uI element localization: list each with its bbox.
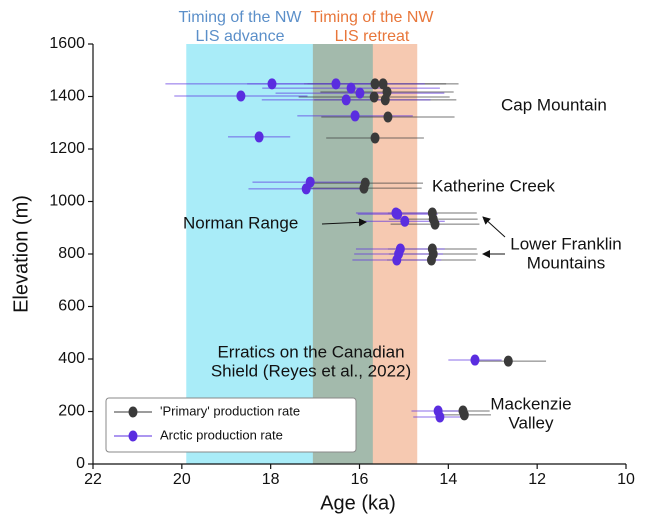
point	[350, 110, 360, 122]
y-tick-label: 600	[58, 298, 85, 315]
point	[470, 354, 480, 366]
y-tick-label: 1600	[49, 35, 85, 52]
region-label: LIS retreat	[335, 28, 410, 45]
point	[459, 409, 469, 421]
point	[393, 208, 403, 220]
arrow	[321, 218, 367, 227]
x-tick-label: 18	[262, 471, 280, 488]
region-label: Timing of the NW	[311, 9, 435, 26]
point	[435, 411, 445, 423]
x-tick-label: 16	[351, 471, 369, 488]
annotation: Norman Range	[183, 213, 298, 232]
legend: 'Primary' production rate Arctic producti…	[105, 397, 357, 453]
point	[370, 132, 380, 144]
point	[383, 111, 393, 123]
y-tick-label: 400	[58, 350, 85, 367]
point	[370, 78, 380, 90]
annotation: Valley	[508, 413, 554, 432]
x-tick-label: 14	[439, 471, 457, 488]
point	[378, 78, 388, 90]
y-tick-label: 1400	[49, 88, 85, 105]
y-tick-label: 1000	[49, 193, 85, 210]
annotation: Lower Franklin	[510, 234, 622, 253]
annotation: Mountains	[527, 253, 605, 272]
x-tick-label: 22	[84, 471, 102, 488]
annotation: Erratics on the Canadian	[217, 342, 404, 361]
legend-box	[105, 397, 357, 453]
point	[267, 78, 277, 90]
point	[341, 94, 351, 106]
legend-label: 'Primary' production rate	[160, 403, 300, 418]
y-tick-label: 800	[58, 245, 85, 262]
legend-label: Arctic production rate	[160, 427, 283, 442]
x-tick-label: 10	[617, 471, 635, 488]
point	[380, 94, 390, 106]
point	[426, 254, 436, 266]
y-tick-label: 200	[58, 403, 85, 420]
point	[430, 218, 440, 230]
x-tick-label: 12	[528, 471, 546, 488]
x-axis-label: Age (ka)	[320, 492, 396, 514]
annotation: Katherine Creek	[432, 176, 555, 195]
point	[392, 254, 402, 266]
y-tick-label: 1200	[49, 140, 85, 157]
point	[331, 78, 341, 90]
point	[254, 131, 264, 143]
arrow	[482, 216, 506, 238]
legend-marker	[128, 406, 138, 418]
x-tick-label: 20	[173, 471, 191, 488]
point	[400, 215, 410, 227]
annotation: Shield (Reyes et al., 2022)	[211, 361, 411, 380]
region-label: LIS advance	[196, 28, 285, 45]
legend-marker	[128, 430, 138, 442]
annotation: Cap Mountain	[501, 95, 607, 114]
point	[346, 82, 356, 94]
region-label: Timing of the NW	[179, 9, 303, 26]
annotation: Mackenzie	[490, 394, 571, 413]
point	[359, 182, 369, 194]
y-tick-label: 0	[76, 455, 85, 472]
y-axis-label: Elevation (m)	[10, 195, 32, 313]
point	[355, 87, 365, 99]
point	[503, 355, 513, 367]
point	[236, 90, 246, 102]
point	[301, 183, 311, 195]
point	[369, 91, 379, 103]
